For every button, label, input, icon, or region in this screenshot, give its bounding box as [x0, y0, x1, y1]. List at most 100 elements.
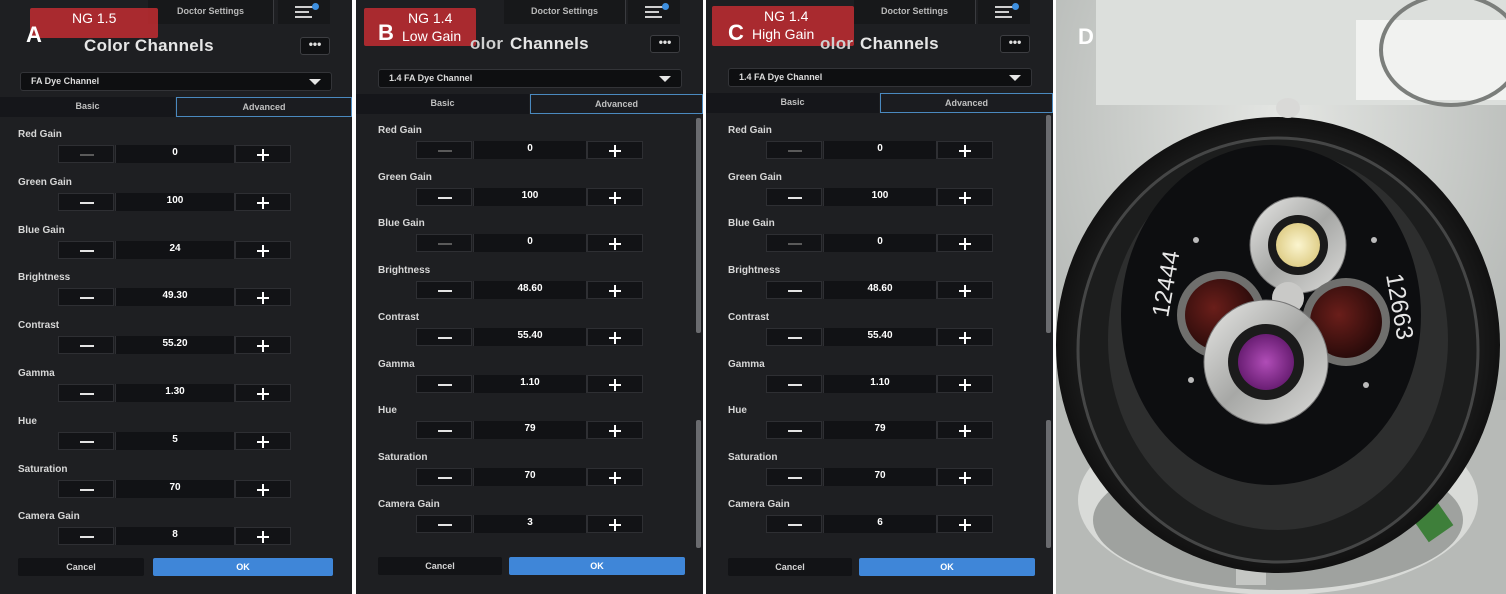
param-stepper[interactable]: 0	[416, 234, 644, 253]
more-options-button[interactable]: •••	[650, 35, 680, 53]
param-value[interactable]: 1.10	[473, 374, 587, 393]
channel-dropdown[interactable]: FA Dye Channel	[20, 72, 332, 91]
param-value[interactable]: 55.20	[115, 336, 235, 355]
param-value[interactable]: 100	[115, 192, 235, 211]
param-value[interactable]: 8	[115, 527, 235, 546]
param-value[interactable]: 48.60	[823, 281, 937, 300]
param-stepper[interactable]: 3	[416, 514, 644, 533]
param-value[interactable]: 0	[115, 145, 235, 163]
menu-button[interactable]	[978, 0, 1030, 24]
cancel-button[interactable]: Cancel	[18, 558, 144, 576]
param-stepper[interactable]: 24	[58, 240, 292, 259]
increment-button[interactable]	[937, 327, 993, 346]
channel-dropdown[interactable]: 1.4 FA Dye Channel	[728, 68, 1032, 87]
decrement-button[interactable]	[416, 327, 472, 346]
param-stepper[interactable]: 49.30	[58, 288, 292, 307]
param-value[interactable]: 3	[473, 514, 587, 533]
tab-advanced[interactable]: Advanced	[530, 94, 703, 114]
param-value[interactable]: 100	[473, 187, 587, 206]
increment-button[interactable]	[235, 288, 291, 307]
decrement-button[interactable]	[766, 141, 822, 159]
cancel-button[interactable]: Cancel	[728, 558, 852, 576]
param-stepper[interactable]: 1.10	[766, 374, 994, 393]
increment-button[interactable]	[937, 514, 993, 533]
increment-button[interactable]	[235, 240, 291, 259]
param-stepper[interactable]: 1.10	[416, 374, 644, 393]
param-value[interactable]: 1.10	[823, 374, 937, 393]
decrement-button[interactable]	[58, 192, 114, 211]
param-stepper[interactable]: 48.60	[416, 281, 644, 300]
increment-button[interactable]	[937, 234, 993, 253]
decrement-button[interactable]	[416, 514, 472, 533]
param-stepper[interactable]: 55.20	[58, 336, 292, 355]
decrement-button[interactable]	[58, 336, 114, 355]
param-value[interactable]: 24	[115, 240, 235, 259]
tab-basic[interactable]: Basic	[356, 94, 529, 114]
decrement-button[interactable]	[58, 431, 114, 450]
decrement-button[interactable]	[766, 374, 822, 393]
increment-button[interactable]	[235, 336, 291, 355]
param-stepper[interactable]: 8	[58, 527, 292, 546]
decrement-button[interactable]	[766, 234, 822, 253]
channel-dropdown[interactable]: 1.4 FA Dye Channel	[378, 69, 682, 88]
ok-button[interactable]: OK	[509, 557, 685, 575]
decrement-button[interactable]	[766, 421, 822, 440]
decrement-button[interactable]	[416, 281, 472, 300]
param-value[interactable]: 6	[823, 514, 937, 533]
param-value[interactable]: 0	[473, 141, 587, 159]
increment-button[interactable]	[587, 281, 643, 300]
param-value[interactable]: 48.60	[473, 281, 587, 300]
tab-basic[interactable]: Basic	[0, 97, 175, 117]
scrollbar[interactable]	[696, 420, 701, 548]
param-value[interactable]: 79	[473, 421, 587, 440]
decrement-button[interactable]	[766, 187, 822, 206]
doctor-settings-tab[interactable]: Doctor Settings	[854, 0, 976, 24]
param-stepper[interactable]: 1.30	[58, 384, 292, 402]
decrement-button[interactable]	[766, 514, 822, 533]
decrement-button[interactable]	[58, 527, 114, 546]
increment-button[interactable]	[235, 145, 291, 163]
menu-button[interactable]	[628, 0, 680, 24]
param-stepper[interactable]: 55.40	[416, 327, 644, 346]
param-stepper[interactable]: 0	[58, 145, 292, 163]
param-stepper[interactable]: 79	[766, 421, 994, 440]
increment-button[interactable]	[937, 141, 993, 159]
increment-button[interactable]	[587, 187, 643, 206]
ok-button[interactable]: OK	[859, 558, 1035, 576]
decrement-button[interactable]	[58, 240, 114, 259]
increment-button[interactable]	[937, 281, 993, 300]
param-stepper[interactable]: 100	[416, 187, 644, 206]
decrement-button[interactable]	[766, 467, 822, 486]
increment-button[interactable]	[587, 514, 643, 533]
tab-basic[interactable]: Basic	[706, 93, 879, 113]
decrement-button[interactable]	[416, 421, 472, 440]
decrement-button[interactable]	[58, 479, 114, 498]
increment-button[interactable]	[937, 421, 993, 440]
menu-button[interactable]	[278, 0, 330, 24]
tab-advanced[interactable]: Advanced	[176, 97, 352, 117]
param-value[interactable]: 5	[115, 431, 235, 450]
param-value[interactable]: 0	[823, 234, 937, 253]
param-stepper[interactable]: 5	[58, 431, 292, 450]
param-value[interactable]: 100	[823, 187, 937, 206]
increment-button[interactable]	[937, 467, 993, 486]
param-stepper[interactable]: 55.40	[766, 327, 994, 346]
param-value[interactable]: 55.40	[823, 327, 937, 346]
param-value[interactable]: 70	[473, 467, 587, 486]
increment-button[interactable]	[937, 374, 993, 393]
decrement-button[interactable]	[416, 467, 472, 486]
increment-button[interactable]	[587, 234, 643, 253]
increment-button[interactable]	[587, 374, 643, 393]
param-stepper[interactable]: 70	[416, 467, 644, 486]
tab-advanced[interactable]: Advanced	[880, 93, 1053, 113]
param-stepper[interactable]: 100	[58, 192, 292, 211]
more-options-button[interactable]: •••	[300, 37, 330, 55]
decrement-button[interactable]	[416, 234, 472, 253]
param-value[interactable]: 0	[823, 141, 937, 159]
decrement-button[interactable]	[58, 384, 114, 402]
decrement-button[interactable]	[766, 327, 822, 346]
scrollbar[interactable]	[1046, 420, 1051, 548]
decrement-button[interactable]	[416, 187, 472, 206]
param-value[interactable]: 79	[823, 421, 937, 440]
param-stepper[interactable]: 70	[766, 467, 994, 486]
